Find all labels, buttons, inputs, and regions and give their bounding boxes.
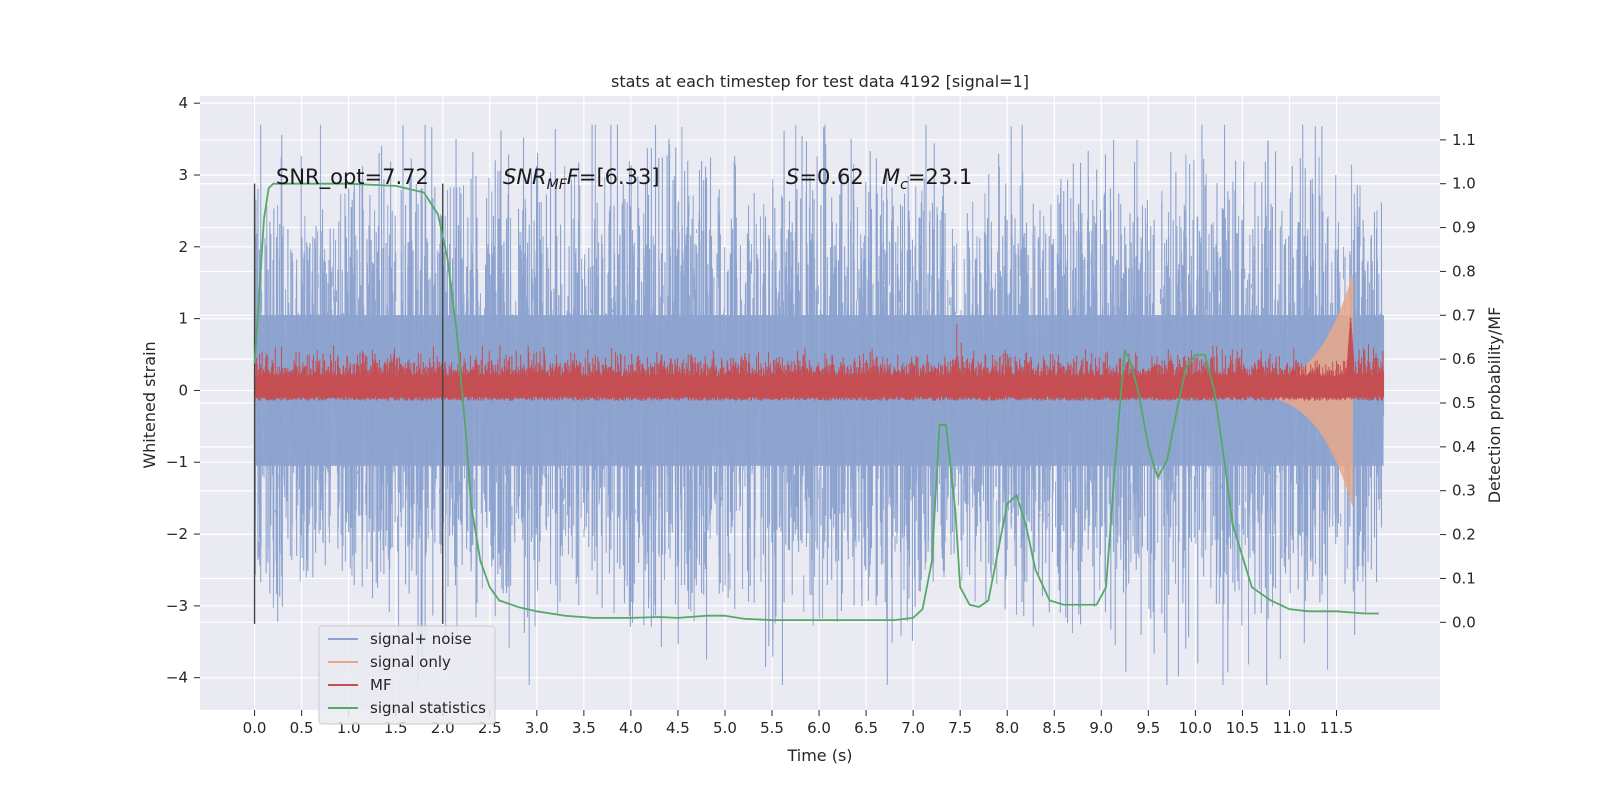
y-left-tick-label: 2 [178,238,188,256]
x-tick-label: 0.0 [243,719,267,737]
y-right-tick-label: 0.9 [1452,219,1476,237]
x-tick-label: 6.5 [854,719,878,737]
x-tick-label: 8.5 [1042,719,1066,737]
y-right-tick-label: 0.5 [1452,394,1476,412]
x-tick-label: 8.0 [995,719,1019,737]
y-right-axis-ticks: 0.0 0.1 0.2 0.3 0.4 0.5 0.6 0.7 0.8 0.9 1.0 1.1 [1440,131,1476,631]
x-tick-label: 11.0 [1273,719,1306,737]
x-tick-label: 5.0 [713,719,737,737]
y-right-tick-label: 0.0 [1452,613,1476,631]
x-tick-label: 9.5 [1136,719,1160,737]
x-tick-label: 4.0 [619,719,643,737]
y-right-tick-label: 1.0 [1452,175,1476,193]
annotation-snr-mf: SNRMFF=[6.33] [503,165,660,193]
x-tick-label: 11.5 [1320,719,1353,737]
s-value: =0.62 [799,165,863,189]
x-tick-label: 6.0 [807,719,831,737]
legend-label-mf: MF [370,676,392,694]
mc-sub: c [900,177,908,193]
mc-value: =23.1 [908,165,972,189]
snr-mf-sub: MF [547,177,568,193]
y-right-tick-label: 1.1 [1452,131,1476,149]
x-tick-label: 5.5 [760,719,784,737]
snr-mf-f: F [567,165,580,189]
legend-label-signal-statistics: signal statistics [370,699,486,717]
x-axis-label: Time (s) [786,746,852,765]
y-right-tick-label: 0.4 [1452,438,1476,456]
y-left-tick-label: −1 [166,453,188,471]
legend-box [318,625,496,725]
y-left-tick-label: 1 [178,310,188,328]
x-tick-label: 9.0 [1089,719,1113,737]
s-name: S [786,165,799,189]
x-tick-label: 7.5 [948,719,972,737]
signal-statistics-line [253,182,1379,621]
legend-label-signal-only: signal only [370,653,451,671]
snr-mf-value: =[6.33] [579,165,660,189]
x-tick-label: 4.5 [666,719,690,737]
x-tick-label: 3.0 [525,719,549,737]
y-left-tick-label: −3 [166,597,188,615]
x-tick-label: 10.5 [1226,719,1259,737]
chart-title: stats at each timestep for test data 419… [611,72,1029,91]
y-left-tick-label: −4 [166,669,188,687]
y-right-axis-label: Detection probability/MF [1485,307,1504,504]
series-signal-statistics [253,182,1379,621]
y-left-tick-label: −2 [166,525,188,543]
annotation-s: S=0.62 [786,165,864,189]
y-left-tick-label: 4 [178,94,188,112]
y-right-tick-label: 0.8 [1452,262,1476,280]
x-tick-label: 7.0 [901,719,925,737]
x-axis-ticks: 0.0 0.5 1.0 1.5 2.0 2.5 3.0 3.5 4.0 4.5 5.0 5.5 6.0 6… [243,710,1353,737]
y-left-tick-label: 0 [178,381,188,399]
mc-name: M [882,165,900,189]
legend-label-signal-plus-noise: signal+ noise [370,630,472,648]
x-tick-label: 3.5 [572,719,596,737]
annotation-snr-opt: SNR_opt=7.72 [276,165,429,190]
annotation-mc: Mc=23.1 [882,165,972,193]
y-right-tick-label: 0.1 [1452,569,1476,587]
x-tick-label: 0.5 [290,719,314,737]
y-right-tick-label: 0.6 [1452,350,1476,368]
x-tick-label: 10.0 [1179,719,1212,737]
y-right-tick-label: 0.7 [1452,306,1476,324]
y-left-axis-label: Whitened strain [140,341,159,468]
legend: signal+ noise signal only MF signal stat… [318,625,496,725]
y-left-tick-label: 3 [178,166,188,184]
window-markers [253,183,444,624]
y-right-tick-label: 0.2 [1452,526,1476,544]
snr-mf-name: SNR [503,165,547,189]
y-left-axis-ticks: −4 −3 −2 −1 0 1 2 3 4 [166,94,200,687]
y-right-tick-label: 0.3 [1452,482,1476,500]
